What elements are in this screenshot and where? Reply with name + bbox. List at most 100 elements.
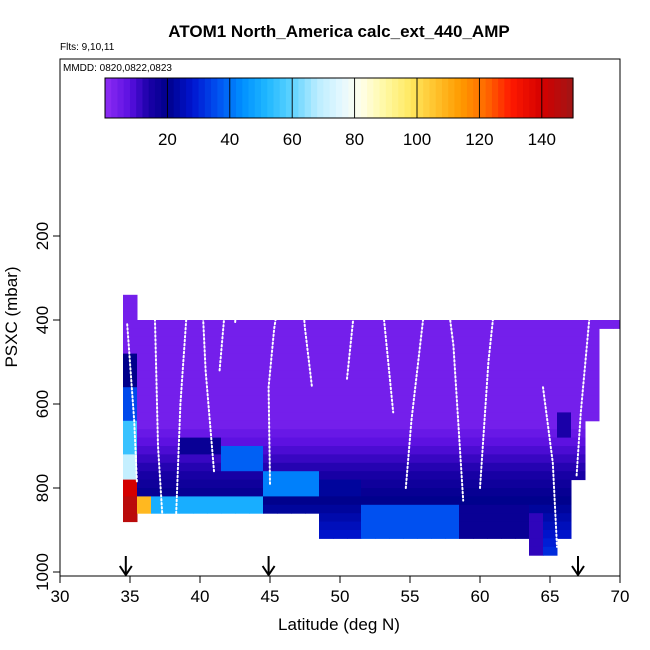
heatmap-cell xyxy=(417,404,432,413)
heatmap-cell xyxy=(501,479,516,489)
heatmap-cell xyxy=(501,471,516,481)
heatmap-cell xyxy=(417,504,432,514)
heatmap-cell xyxy=(235,328,250,338)
heatmap-cell xyxy=(165,429,180,439)
heatmap-cell xyxy=(347,353,362,363)
heatmap-cell xyxy=(487,387,502,397)
heatmap-cell xyxy=(375,353,390,363)
heatmap-cell xyxy=(361,387,376,397)
heatmap-cell xyxy=(389,353,404,363)
heatmap-cell xyxy=(221,345,236,355)
heatmap-cell xyxy=(235,420,250,430)
heatmap-cell xyxy=(389,446,404,455)
heatmap-cell xyxy=(445,462,460,472)
heatmap-cell xyxy=(319,336,334,346)
heatmap-cell xyxy=(487,479,502,489)
heatmap-cell xyxy=(585,387,600,397)
heatmap-cell xyxy=(543,370,558,380)
heatmap-cell xyxy=(151,471,166,481)
heatmap-cell xyxy=(361,336,376,346)
heatmap-cell xyxy=(431,454,446,464)
x-tick-label: 30 xyxy=(51,587,70,606)
heatmap-cell xyxy=(165,488,180,497)
heatmap-cell xyxy=(291,496,306,506)
heatmap-cell xyxy=(417,429,432,439)
heatmap-cell xyxy=(347,454,362,464)
heatmap-cell xyxy=(305,378,320,388)
heatmap-cell xyxy=(333,345,348,355)
heatmap-cell xyxy=(263,429,278,439)
heatmap-cell xyxy=(207,336,222,346)
heatmap-cell xyxy=(487,437,502,447)
heatmap-cell xyxy=(263,488,278,497)
heatmap-cell xyxy=(515,446,530,455)
colorbar-swatch xyxy=(123,78,131,118)
heatmap-cell xyxy=(123,488,138,497)
heatmap-cell xyxy=(585,395,600,405)
heatmap-cell xyxy=(459,404,474,413)
heatmap-cell xyxy=(193,471,208,481)
heatmap-cell xyxy=(445,353,460,363)
heatmap-cell xyxy=(333,462,348,472)
heatmap-cell xyxy=(515,353,530,363)
heatmap-cell xyxy=(221,420,236,430)
colorbar-swatch xyxy=(204,78,212,118)
heatmap-cell xyxy=(137,395,152,405)
heatmap-cell xyxy=(235,479,250,489)
heatmap-cell xyxy=(473,378,488,388)
heatmap-cell xyxy=(543,362,558,371)
heatmap-cell xyxy=(543,462,558,472)
heatmap-cell xyxy=(277,353,292,363)
heatmap-cell xyxy=(375,328,390,338)
heatmap-cell xyxy=(459,462,474,472)
heatmap-cell xyxy=(515,370,530,380)
chart-title: ATOM1 North_America calc_ext_440_AMP xyxy=(168,22,509,41)
heatmap-cell xyxy=(543,395,558,405)
heatmap-cell xyxy=(305,471,320,481)
heatmap-cell xyxy=(487,420,502,430)
heatmap-cell xyxy=(277,320,292,329)
heatmap-cell xyxy=(417,412,432,422)
heatmap-cell xyxy=(137,412,152,422)
heatmap-cell xyxy=(221,437,236,447)
heatmap-cell xyxy=(333,429,348,439)
heatmap-cell xyxy=(445,387,460,397)
heatmap-cell xyxy=(249,496,264,506)
heatmap-cell xyxy=(487,429,502,439)
heatmap-cell xyxy=(347,504,362,514)
heatmap-cell xyxy=(263,328,278,338)
heatmap-cell xyxy=(375,362,390,371)
heatmap-cell xyxy=(543,387,558,397)
flight-profile-line xyxy=(479,256,521,489)
heatmap-cell xyxy=(571,328,586,338)
heatmap-cell xyxy=(445,488,460,497)
heatmap-cell xyxy=(249,479,264,489)
colorbar-swatch xyxy=(111,78,119,118)
heatmap-cell xyxy=(403,454,418,464)
heatmap-cell xyxy=(249,387,264,397)
heatmap-cell xyxy=(235,488,250,497)
heatmap-cell xyxy=(445,513,460,523)
colorbar-swatch xyxy=(529,78,537,118)
heatmap-cell xyxy=(319,488,334,497)
heatmap-cell xyxy=(459,387,474,397)
arrow-icon xyxy=(118,556,133,577)
heatmap-cell xyxy=(179,387,194,397)
heatmap-cell xyxy=(459,370,474,380)
heatmap-cell xyxy=(291,345,306,355)
heatmap-cell xyxy=(473,362,488,371)
colorbar-swatch xyxy=(148,78,156,118)
heatmap-cell xyxy=(543,345,558,355)
heatmap-cell xyxy=(221,404,236,413)
colorbar-swatch xyxy=(516,78,524,118)
heatmap-cell xyxy=(319,471,334,481)
heatmap-cell xyxy=(473,462,488,472)
heatmap-cell xyxy=(417,488,432,497)
heatmap-cell xyxy=(529,320,544,329)
heatmap-cell xyxy=(305,496,320,506)
colorbar-swatch xyxy=(566,78,574,118)
heatmap-cell xyxy=(431,345,446,355)
heatmap-cell xyxy=(515,362,530,371)
heatmap-cell xyxy=(445,345,460,355)
heatmap-cell xyxy=(431,446,446,455)
